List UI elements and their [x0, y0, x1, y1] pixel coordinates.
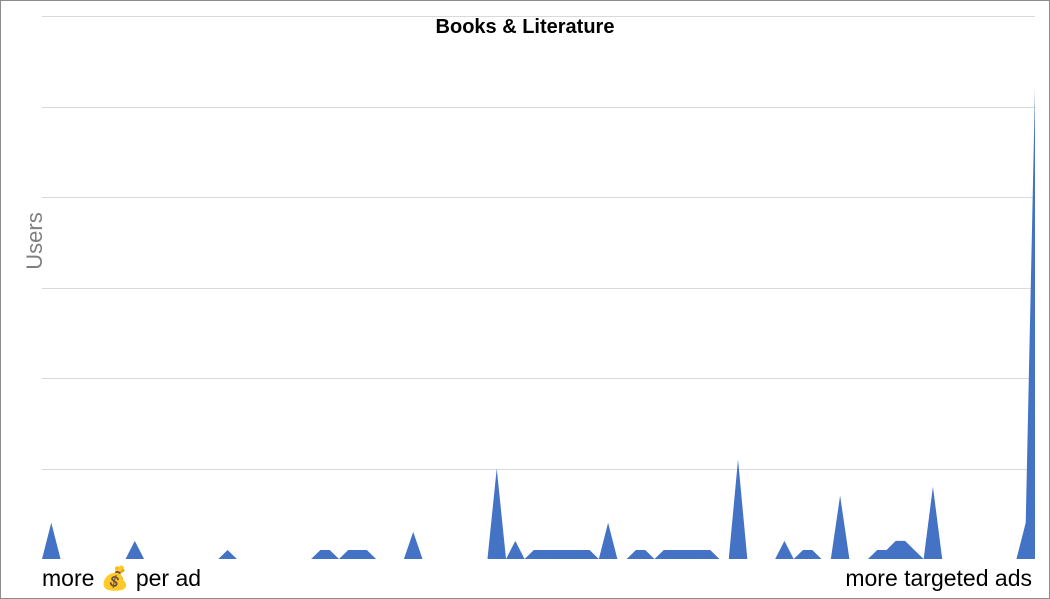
x-axis-right-label: more targeted ads	[845, 565, 1032, 591]
chart-title: Books & Literature	[436, 16, 615, 38]
y-axis-title: Users	[22, 212, 47, 269]
gridlines	[42, 16, 1035, 470]
x-axis-left-label: more 💰 per ad	[42, 565, 201, 592]
plot-area	[42, 88, 1035, 560]
area-series	[42, 88, 1035, 560]
